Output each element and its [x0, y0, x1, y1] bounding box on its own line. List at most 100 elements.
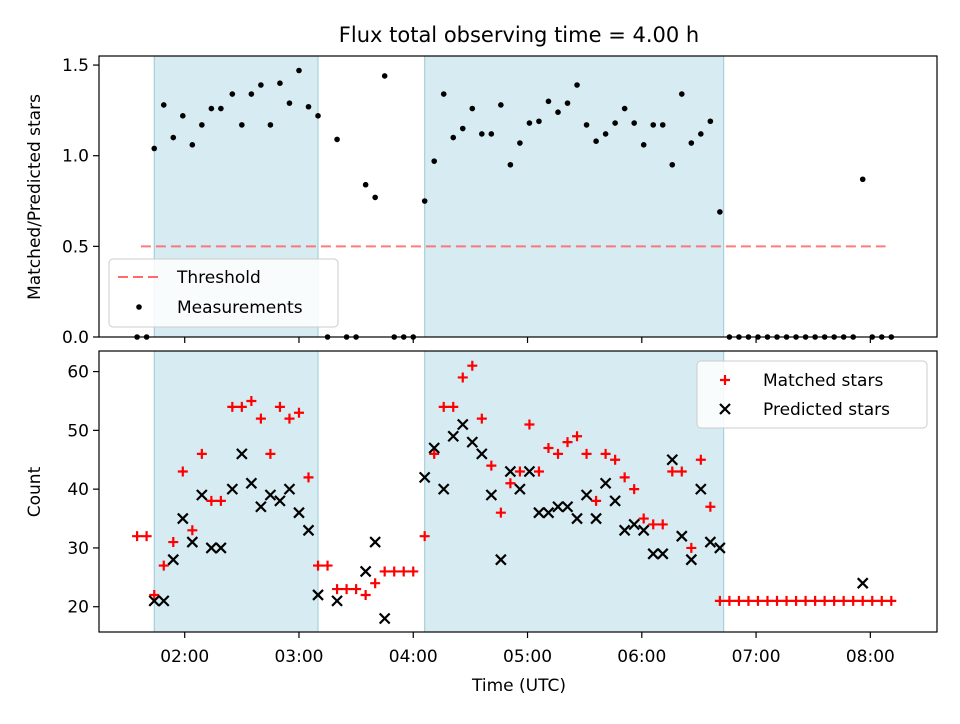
bottom-y-tick-label-2: 40 — [67, 480, 89, 500]
bottom-x-point-32 — [514, 483, 526, 495]
top-dot-point-52 — [631, 120, 637, 126]
bottom-plus-point-23 — [351, 584, 362, 595]
legend-predicted-swatch — [719, 403, 731, 415]
bottom-x-point-1 — [157, 595, 170, 607]
x-tick-label-0: 02:00 — [160, 647, 209, 667]
bottom-x-point-5 — [196, 489, 208, 501]
x-tick-label-2: 04:00 — [389, 647, 438, 667]
top-legend-box — [108, 258, 339, 328]
top-dot-point-6 — [189, 142, 196, 148]
bottom-plus-point-14 — [265, 448, 276, 459]
top-dot-point-4 — [170, 134, 177, 141]
bottom-plus-point-54 — [648, 519, 659, 530]
bottom-x-point-14 — [283, 483, 296, 495]
bottom-x-point-44 — [628, 518, 640, 531]
bottom-plus-point-53 — [638, 513, 649, 524]
bottom-plus-point-16 — [284, 413, 295, 424]
legend-matched-swatch — [720, 375, 730, 385]
legend-predicted-label: Predicted stars — [763, 400, 890, 420]
top-dot-point-49 — [602, 131, 609, 137]
bottom-x-point-39 — [580, 489, 593, 501]
bottom-x-point-26 — [456, 418, 469, 431]
top-dot-point-14 — [267, 122, 274, 128]
top-shaded-span-1 — [424, 55, 725, 338]
bottom-plus-point-59 — [695, 454, 706, 465]
bottom-x-point-6 — [205, 542, 218, 554]
bottom-plus-point-24 — [360, 589, 371, 600]
bottom-x-point-42 — [609, 495, 621, 507]
x-tick-label-6: 08:00 — [846, 647, 895, 667]
bottom-x-point-43 — [618, 524, 631, 537]
legend-matched-label: Matched stars — [763, 371, 883, 391]
bottom-x-point-17 — [312, 589, 324, 601]
x-axis-label: Time (UTC) — [471, 676, 566, 696]
bottom-plus-point-0 — [132, 531, 143, 542]
bottom-x-point-18 — [331, 595, 343, 607]
top-legend: Threshold Measurements — [108, 258, 339, 328]
bottom-x-point-11 — [255, 501, 267, 513]
bottom-plus-point-56 — [667, 466, 678, 477]
bottom-x-point-51 — [695, 483, 707, 495]
bottom-plus-point-73 — [829, 595, 840, 606]
bottom-plus-point-9 — [215, 495, 226, 506]
bottom-x-point-0 — [148, 595, 161, 607]
bottom-x-point-40 — [590, 512, 602, 525]
bottom-plus-point-32 — [438, 401, 449, 412]
bottom-plus-point-69 — [791, 595, 802, 606]
top-dot-point-33 — [450, 134, 457, 141]
top-dot-point-76 — [859, 176, 866, 183]
x-tick-label-3: 05:00 — [503, 647, 552, 667]
top-y-tick-label-3: 1.5 — [62, 56, 89, 76]
bottom-plus-point-35 — [467, 360, 478, 371]
top-dot-point-18 — [305, 103, 312, 110]
bottom-plus-point-68 — [781, 595, 792, 606]
bottom-plus-point-66 — [762, 595, 773, 606]
top-dot-point-57 — [678, 91, 685, 97]
bottom-plus-point-2 — [149, 589, 160, 600]
top-dot-point-30 — [421, 198, 428, 204]
bottom-plus-point-7 — [196, 448, 207, 459]
top-dot-point-59 — [698, 131, 704, 137]
bottom-x-point-24 — [437, 483, 450, 495]
bottom-x-point-35 — [542, 506, 555, 519]
bottom-plus-point-5 — [177, 466, 188, 477]
bottom-y-tick-label-4: 60 — [67, 363, 89, 383]
bottom-plus-point-52 — [629, 484, 640, 495]
bottom-x-point-37 — [561, 501, 574, 513]
bottom-plus-point-50 — [610, 454, 621, 465]
top-dot-point-25 — [372, 194, 378, 201]
top-dot-point-54 — [650, 122, 657, 128]
bottom-plus-point-76 — [857, 595, 868, 606]
top-dot-point-37 — [488, 131, 495, 137]
top-dot-point-39 — [507, 161, 514, 168]
bottom-plus-point-64 — [743, 595, 754, 606]
bottom-plus-point-65 — [752, 595, 763, 606]
top-dot-point-48 — [593, 138, 599, 145]
legend-threshold-label: Threshold — [176, 268, 261, 288]
top-dot-point-45 — [564, 100, 571, 106]
bottom-x-point-4 — [186, 536, 199, 548]
top-dot-point-17 — [296, 67, 302, 74]
bottom-plus-point-3 — [158, 560, 169, 571]
bottom-plus-point-75 — [848, 595, 859, 606]
bottom-plus-point-11 — [236, 401, 247, 412]
top-dot-point-19 — [315, 113, 321, 119]
bottom-plus-point-71 — [810, 595, 821, 606]
bottom-plus-point-57 — [676, 466, 687, 477]
top-dot-point-26 — [381, 73, 388, 79]
top-y-axis-label: Matched/Predicted stars — [25, 94, 45, 300]
top-dot-point-53 — [640, 142, 647, 148]
top-dot-point-34 — [459, 125, 466, 132]
bottom-x-point-3 — [177, 512, 189, 525]
bottom-plus-point-61 — [714, 595, 725, 606]
bottom-plus-point-22 — [341, 584, 352, 595]
bottom-x-point-54 — [856, 577, 869, 589]
bottom-plus-point-43 — [543, 442, 554, 453]
top-dot-point-21 — [334, 136, 340, 143]
bottom-plus-point-38 — [495, 507, 506, 518]
bottom-x-point-34 — [533, 506, 545, 519]
bottom-plus-point-44 — [552, 448, 563, 459]
bottom-x-point-50 — [685, 553, 698, 566]
bottom-plus-point-8 — [206, 495, 217, 506]
